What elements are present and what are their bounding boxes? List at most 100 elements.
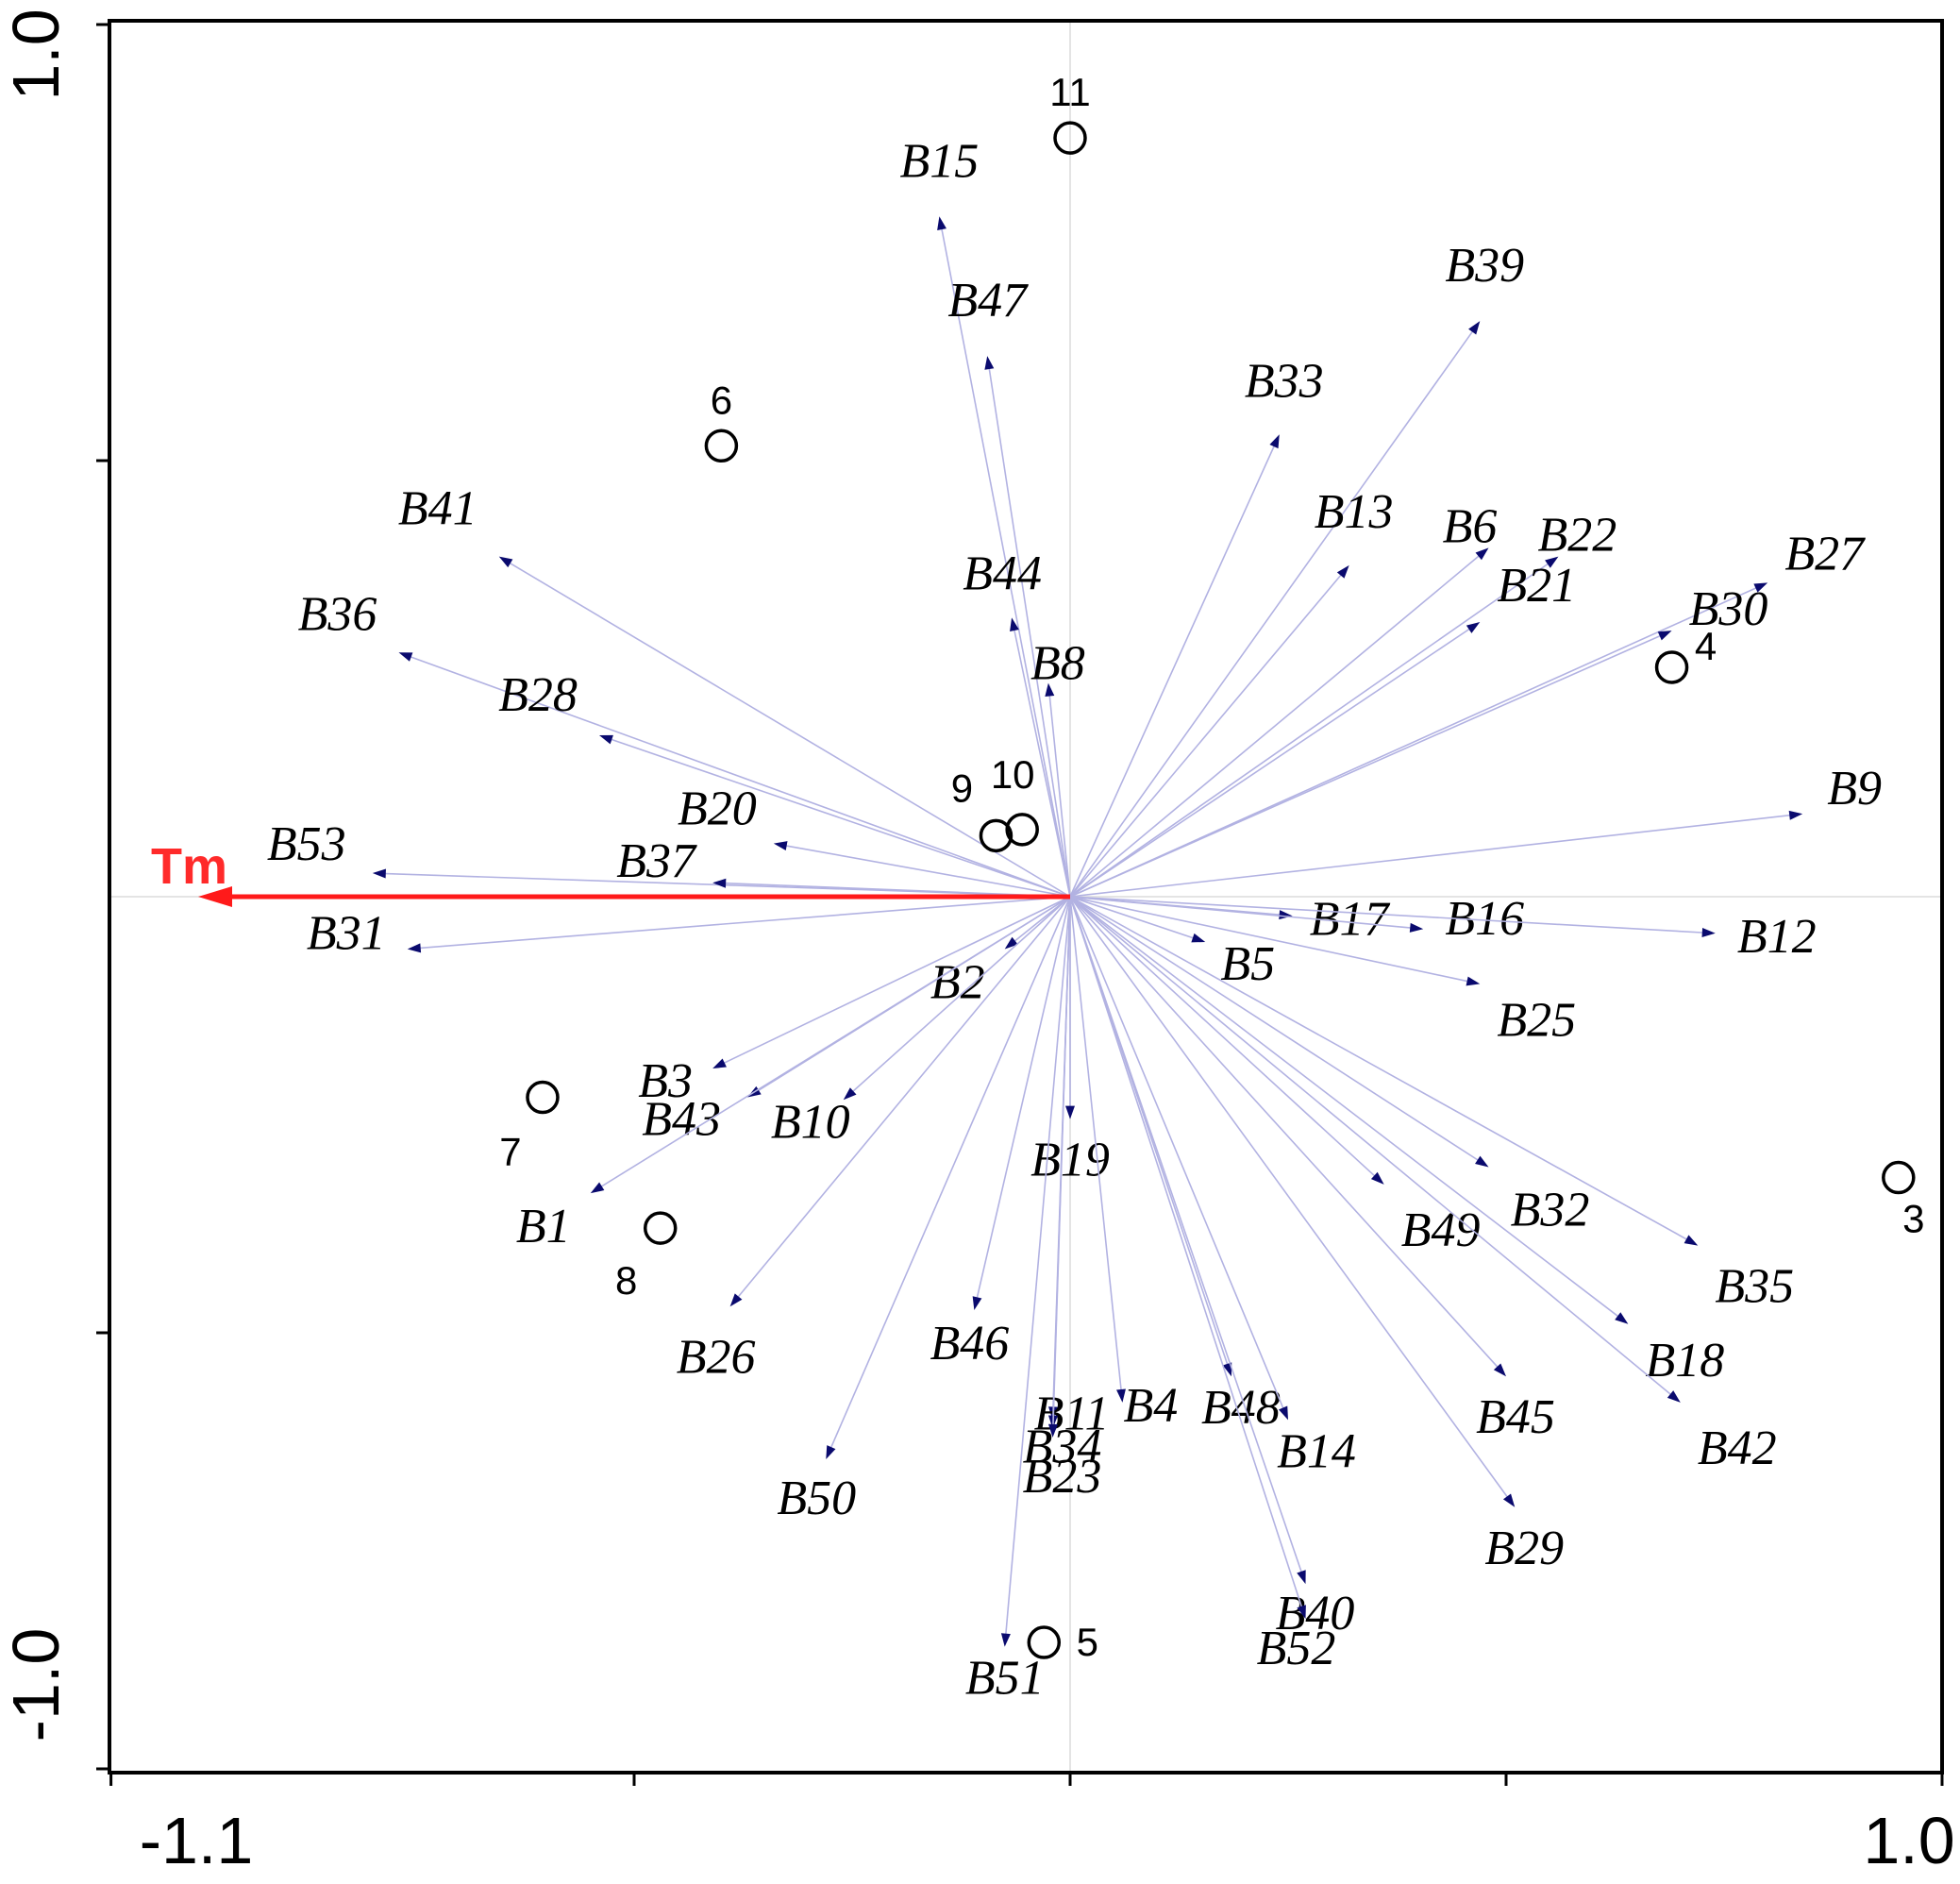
species-arrow-line: [597, 896, 1071, 1189]
species-arrow-head: [1684, 1235, 1699, 1246]
species-arrow-line: [735, 896, 1071, 1301]
species-label-b3: B3: [638, 1054, 693, 1108]
species-label-b31: B31: [307, 906, 386, 960]
species-arrow-line: [1069, 896, 1303, 1575]
species-arrow-line: [1052, 896, 1071, 1428]
species-arrow-line: [1069, 896, 1378, 1179]
species-arrow-line: [1013, 626, 1071, 898]
species-arrow-head: [498, 556, 513, 568]
sample-circle: [1005, 813, 1039, 847]
species-arrow-line: [1069, 896, 1510, 1501]
species-arrow-line: [1069, 553, 1483, 898]
species-label-b20: B20: [678, 782, 757, 836]
species-arrow-b3: B3: [638, 896, 1071, 1108]
species-arrow-line: [1069, 896, 1690, 1242]
species-arrow-line: [608, 737, 1071, 898]
sample-8: 8: [615, 1211, 678, 1303]
species-arrow-head: [407, 943, 422, 953]
species-arrow-b49: B49: [1069, 896, 1481, 1257]
species-label-b15: B15: [900, 134, 980, 188]
species-label-b29: B29: [1484, 1522, 1564, 1575]
species-arrow-b36: B36: [298, 587, 1071, 898]
species-arrow-line: [1004, 896, 1071, 1638]
species-arrow-b45: B45: [1069, 896, 1555, 1444]
species-arrow-line: [416, 896, 1071, 950]
sample-circle: [979, 818, 1014, 853]
species-arrow-line: [1069, 328, 1476, 898]
species-label-b8: B8: [1030, 637, 1085, 691]
species-label-b41: B41: [398, 482, 477, 536]
species-arrow-b13: B13: [1069, 485, 1394, 898]
species-label-b42: B42: [1698, 1421, 1777, 1475]
species-arrow-line: [1069, 896, 1706, 934]
species-arrow-head: [972, 1296, 982, 1310]
species-arrow-head: [372, 868, 386, 879]
species-arrow-line: [720, 896, 1071, 1066]
species-arrow-b19: B19: [1030, 897, 1110, 1187]
species-arrow-head: [984, 356, 995, 370]
species-label-b49: B49: [1401, 1203, 1481, 1257]
species-arrow-b2: B2: [930, 896, 1071, 1009]
species-arrow-head: [1667, 1390, 1681, 1403]
sample-circle: [526, 1080, 560, 1115]
species-label-b21: B21: [1497, 559, 1576, 613]
species-arrow-b30: B30: [1069, 582, 1767, 898]
sample-points: 11 6 4 9 10 7 8 3 5: [499, 70, 1924, 1664]
species-arrow-b33: B33: [1069, 354, 1324, 898]
species-arrow-b4: B4: [1069, 896, 1178, 1433]
y-tick-label-max: 1.0: [0, 8, 73, 100]
species-arrow-line: [1069, 896, 1500, 1371]
env-arrow-head: [198, 886, 232, 907]
species-label-b11: B11: [1034, 1387, 1110, 1440]
sample-label-6: 6: [711, 378, 732, 422]
species-arrow-head: [1116, 1388, 1126, 1403]
species-arrow-b1: B1: [516, 896, 1071, 1253]
env-label-tm: Tm: [151, 838, 227, 895]
species-label-b51: B51: [965, 1652, 1045, 1706]
species-arrow-line: [1069, 896, 1621, 1320]
species-arrow-head: [1191, 933, 1206, 943]
species-label-b53: B53: [267, 817, 346, 871]
species-label-b22: B22: [1538, 509, 1617, 563]
x-tick-label-max: 1.0: [1863, 1804, 1954, 1877]
species-arrow-head: [1468, 321, 1481, 335]
species-arrow-b9: B9: [1069, 762, 1882, 898]
species-label-b10: B10: [771, 1095, 850, 1149]
species-arrow-head: [712, 1058, 727, 1069]
species-arrow-head: [1409, 922, 1424, 933]
species-arrow-head: [1753, 582, 1768, 593]
species-arrow-b47: B47: [947, 274, 1071, 898]
species-arrow-b15: B15: [900, 134, 1071, 898]
sample-6: 6: [704, 378, 739, 463]
species-arrow-b40: B40: [1069, 896, 1354, 1640]
species-arrow-line: [1069, 896, 1123, 1394]
species-arrow-b46: B46: [930, 896, 1071, 1371]
species-label-b52: B52: [1257, 1622, 1336, 1675]
species-arrow-head: [712, 878, 727, 888]
species-arrow-head: [1475, 547, 1489, 561]
species-arrow-line: [1069, 896, 1415, 930]
species-arrow-head: [1000, 1633, 1011, 1647]
species-label-b33: B33: [1245, 354, 1324, 408]
species-arrow-b51: B51: [965, 896, 1071, 1706]
sample-circle: [1053, 121, 1087, 155]
species-arrow-b25: B25: [1069, 896, 1576, 1047]
sample-9: 9: [951, 765, 1014, 853]
species-arrow-b31: B31: [307, 896, 1071, 960]
species-label-b46: B46: [930, 1317, 1009, 1371]
species-arrow-line: [1069, 896, 1197, 940]
species-arrow-line: [975, 896, 1071, 1302]
species-arrow-b8: B8: [1030, 637, 1085, 898]
environment-arrows: Tm: [151, 838, 1070, 907]
species-arrow-b52: B52: [1069, 896, 1336, 1675]
species-arrow-head: [1222, 1362, 1232, 1377]
species-arrow-b32: B32: [1069, 896, 1589, 1236]
species-arrow-b20: B20: [678, 782, 1071, 898]
plot-frame: [108, 19, 1944, 1775]
species-arrow-b29: B29: [1069, 896, 1564, 1575]
species-arrow-line: [1069, 585, 1760, 898]
species-arrow-line: [1069, 896, 1471, 984]
sample-10: 10: [991, 752, 1039, 847]
sample-5: 5: [1027, 1620, 1098, 1664]
species-arrow-head: [1065, 1105, 1075, 1119]
